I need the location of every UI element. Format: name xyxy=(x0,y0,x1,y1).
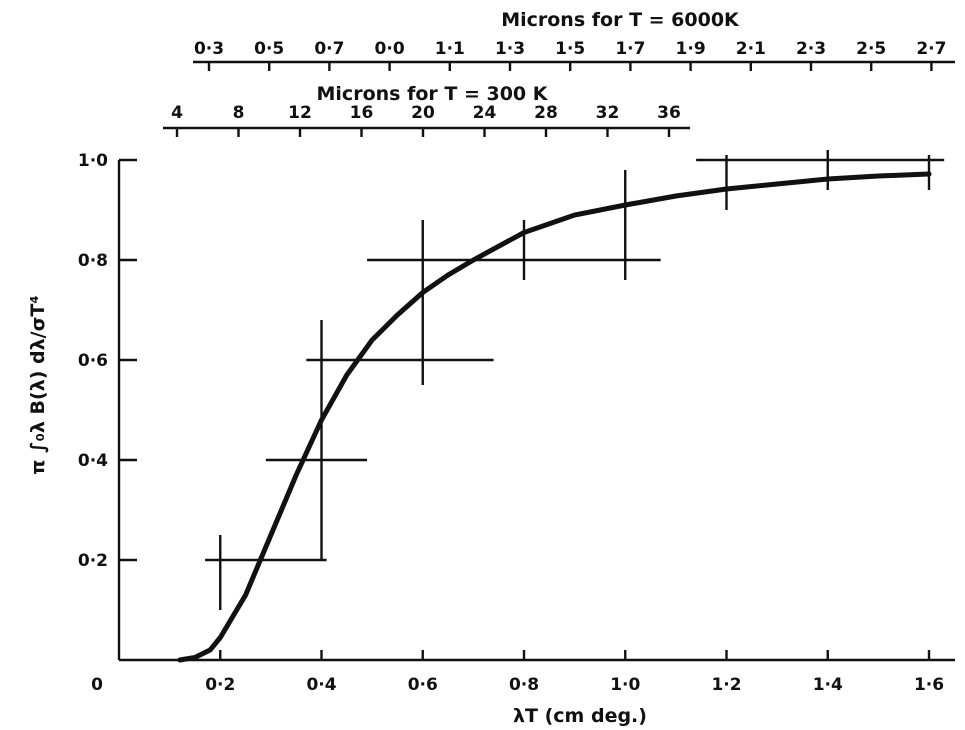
top-axis-6000k-tick-label: 0·5 xyxy=(254,39,284,59)
top-axis-300k-tick-label: 32 xyxy=(596,103,620,123)
x-tick-label: 0·4 xyxy=(306,675,336,695)
x-axis-title: λT (cm deg.) xyxy=(513,705,647,727)
top-axis-6000k-tick-label: 0·7 xyxy=(314,39,344,59)
x-tick-label: 1·2 xyxy=(711,675,741,695)
top-axis-6000k-tick-label: 2·7 xyxy=(916,39,946,59)
curve-group xyxy=(177,171,932,663)
top-axis-6000k-tick-label: 1·3 xyxy=(495,39,525,59)
top-axis-300k-tick-label: 36 xyxy=(657,103,681,123)
top-axis-300k-title: Microns for T = 300 K xyxy=(317,83,549,105)
y-tick-label: 0·4 xyxy=(78,451,108,471)
top-axis-300k-tick-label: 24 xyxy=(473,103,497,123)
top-axis-300k-tick-label: 4 xyxy=(171,103,183,123)
y-tick-label: 0·2 xyxy=(78,551,108,571)
cumulative-curve xyxy=(177,171,932,663)
top-axis-6000k-tick-label: 1·1 xyxy=(435,39,465,59)
y-tick-label: 0·6 xyxy=(78,351,108,371)
top-axis-6000k-tick-label: 1·7 xyxy=(615,39,645,59)
x-tick-label: 0 xyxy=(91,675,103,695)
top-axis-6000k-tick-label: 1·5 xyxy=(555,39,585,59)
top-axis-300k-tick-label: 16 xyxy=(350,103,374,123)
top-axis-6000k-tick-label: 0·0 xyxy=(375,39,405,59)
y-tick-label: 0·8 xyxy=(78,251,108,271)
x-tick-label: 0·6 xyxy=(408,675,438,695)
top-axis-6000k-title: Microns for T = 6000K xyxy=(501,9,740,31)
top-axis-300k-tick-label: 8 xyxy=(233,103,245,123)
x-tick-label: 0·8 xyxy=(509,675,539,695)
x-tick-label: 1·0 xyxy=(610,675,640,695)
top-axis-6000k-tick-label: 2·1 xyxy=(736,39,766,59)
top-axis-6000k-tick-label: 2·3 xyxy=(796,39,826,59)
axes-group: 0 0·2 0·4 0·6 0·8 1·0 1·2 1·4 1·6 0·2 0·4 0·6 0·8 1·0… xyxy=(78,39,955,695)
top-axis-6000k-tick-label: 1·9 xyxy=(676,39,706,59)
top-axis-6000k-tick-label: 0·3 xyxy=(194,39,224,59)
top-axis-6000k-tick-label: 2·5 xyxy=(856,39,886,59)
top-axis-300k-tick-label: 12 xyxy=(288,103,312,123)
x-tick-label: 1·6 xyxy=(914,675,944,695)
x-tick-label: 0·2 xyxy=(205,675,235,695)
x-tick-label: 1·4 xyxy=(813,675,843,695)
y-tick-label: 1·0 xyxy=(78,151,108,171)
error-bars-group xyxy=(205,150,945,610)
top-axis-300k-tick-label: 20 xyxy=(411,103,435,123)
y-axis-title: π ∫₀λ B(λ) dλ/σT⁴ xyxy=(27,295,49,474)
top-axis-300k-tick-label: 28 xyxy=(534,103,558,123)
